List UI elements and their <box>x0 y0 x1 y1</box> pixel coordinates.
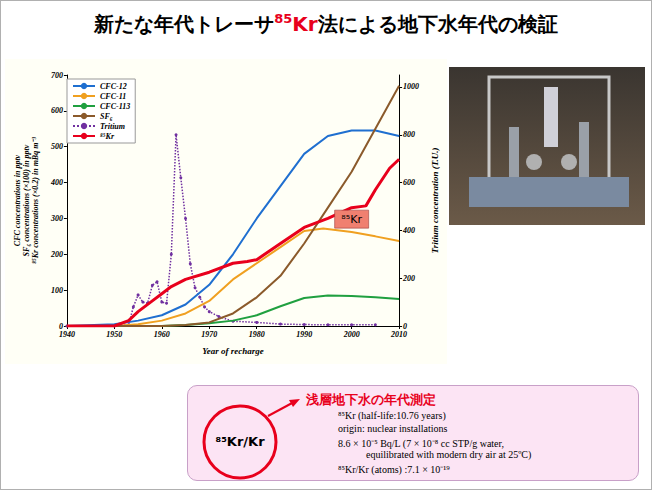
svg-text:500: 500 <box>51 142 63 151</box>
svg-text:1980: 1980 <box>249 330 265 339</box>
html-text:8.6 × 10⁻⁵ Bq/L (7 × 10⁻⁸ cc S: 8.6 × 10⁻⁵ Bq/L (7 × 10⁻⁸ cc STP/g water… <box>338 438 504 449</box>
svg-text:CFC-11: CFC-11 <box>100 92 126 101</box>
svg-text:⁸⁵Kr: ⁸⁵Kr <box>100 132 115 141</box>
svg-text:2010: 2010 <box>390 330 407 339</box>
svg-text:100: 100 <box>51 286 63 295</box>
svg-text:1000: 1000 <box>403 82 419 91</box>
html-text:equilibrated with modern dry a: equilibrated with modern dry air at 25ºC… <box>366 449 532 460</box>
svg-text:1960: 1960 <box>154 330 170 339</box>
html-text:⁸⁵Kr/Kr (atoms) :7.1 × 10⁻¹⁹: ⁸⁵Kr/Kr (atoms) :7.1 × 10⁻¹⁹ <box>338 464 450 475</box>
svg-text:CFC concentrations in pptv: CFC concentrations in pptv <box>13 154 22 246</box>
svg-text:1950: 1950 <box>106 330 122 339</box>
svg-text:CFC-113: CFC-113 <box>100 102 130 111</box>
svg-text:⁸⁵Kr concentrations (×0.2) in: ⁸⁵Kr concentrations (×0.2) in mBq m⁻³ <box>31 137 40 264</box>
svg-text:200: 200 <box>402 274 415 283</box>
svg-text:⁸⁵Kr: ⁸⁵Kr <box>341 213 362 226</box>
svg-text:Tritium: Tritium <box>100 122 125 131</box>
svg-text:700: 700 <box>51 71 63 80</box>
html-text:⁸⁵Kr (half-life:10.76 years): ⁸⁵Kr (half-life:10.76 years) <box>338 410 446 421</box>
svg-text:200: 200 <box>50 250 63 259</box>
svg-text:Year of recharge: Year of recharge <box>202 346 264 356</box>
svg-text:600: 600 <box>403 178 415 187</box>
svg-text:1940: 1940 <box>59 330 75 339</box>
svg-text:1970: 1970 <box>201 330 217 339</box>
html-text:新たな年代トレーサ85Kr法による地下水年代の検証: 新たな年代トレーサ85Kr法による地下水年代の検証 <box>94 11 558 36</box>
svg-text:SF₆ concentrations (×100) in p: SF₆ concentrations (×100) in pptv <box>22 144 31 256</box>
svg-text:800: 800 <box>403 130 415 139</box>
svg-text:Tritium concentration (T.U.): Tritium concentration (T.U.) <box>430 148 440 254</box>
html-text:⁸⁵Kr/Kr: ⁸⁵Kr/Kr <box>215 434 265 449</box>
html-text:浅層地下水の年代測定: 浅層地下水の年代測定 <box>306 392 436 407</box>
svg-text:400: 400 <box>50 178 63 187</box>
svg-text:0: 0 <box>58 321 63 331</box>
html-text:origin: nuclear installations: origin: nuclear installations <box>338 423 448 434</box>
svg-text:600: 600 <box>51 106 63 115</box>
svg-text:400: 400 <box>402 226 415 235</box>
svg-text:CFC-12: CFC-12 <box>100 82 127 91</box>
svg-text:0: 0 <box>403 321 408 331</box>
svg-text:1990: 1990 <box>296 330 312 339</box>
svg-text:300: 300 <box>50 214 63 223</box>
svg-text:2000: 2000 <box>343 330 360 339</box>
svg-text:SF₆: SF₆ <box>100 112 113 121</box>
